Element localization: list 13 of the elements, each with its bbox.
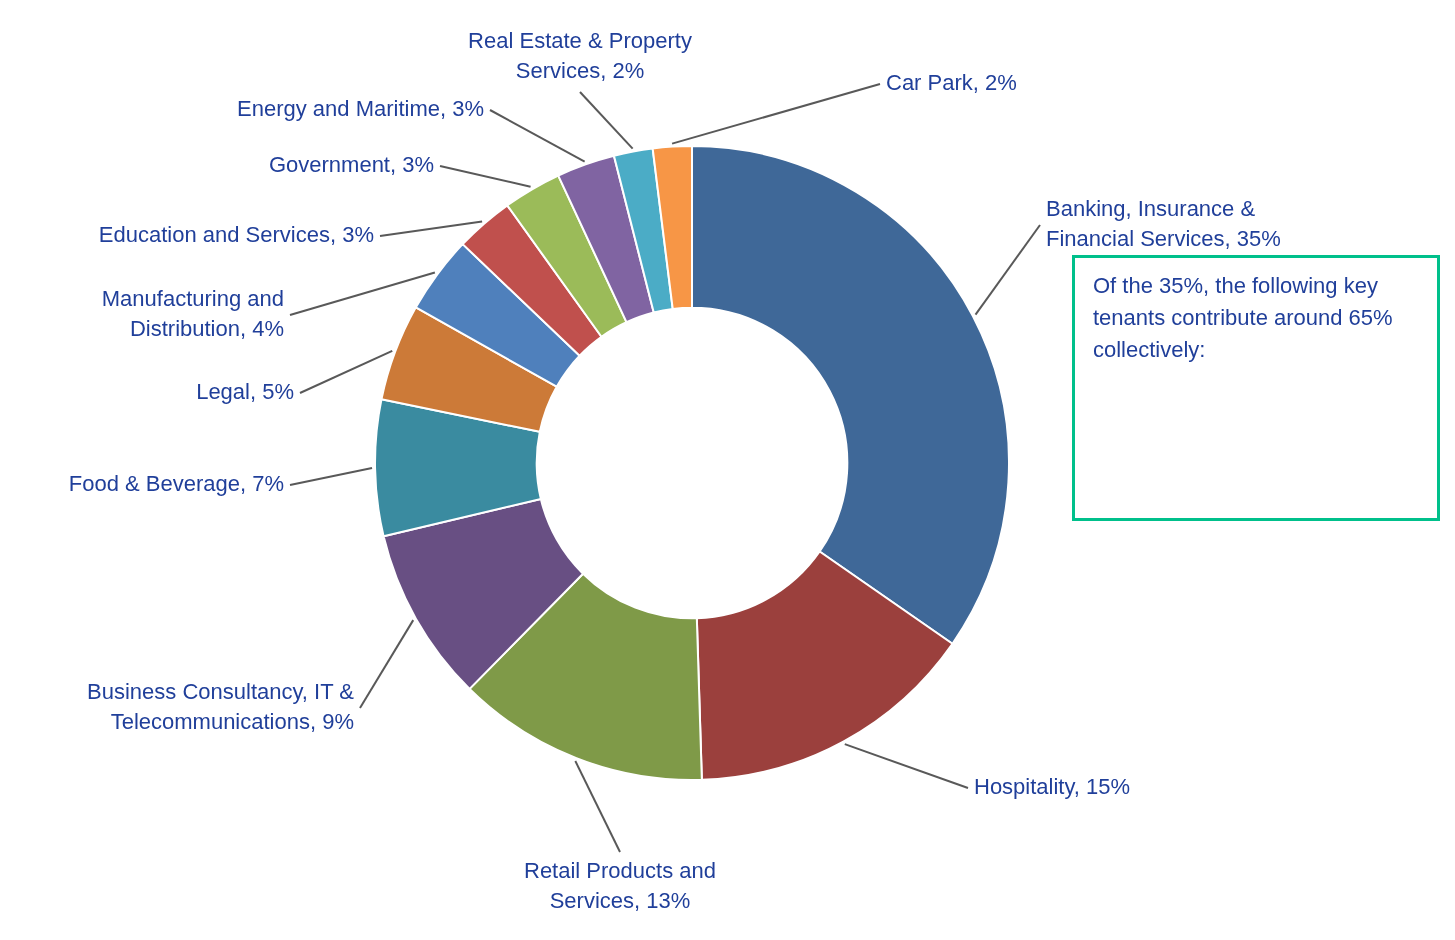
slice-label: Banking, Insurance & Financial Services, 35% [1046, 196, 1281, 252]
slice-label: Real Estate & Property Services, 2% [468, 28, 692, 84]
slice-label: Energy and Maritime, 3% [237, 96, 484, 122]
slice-label: Car Park, 2% [886, 70, 1017, 96]
slice-label: Education and Services, 3% [98, 222, 374, 248]
slice-label: Legal, 5% [196, 379, 294, 405]
slice-label: Business Consultancy, IT & Telecommunications, 9% [87, 679, 355, 735]
slice-label: Hospitality, 15% [974, 774, 1131, 800]
text: Of the 35%, the following key tenants contribute around 65% collectively: [1093, 272, 1394, 364]
slice-label: Government, 3% [268, 152, 434, 178]
slice-label: Food & Beverage, 7% [68, 471, 284, 497]
slice-label: Retail Products and Services, 13% [524, 858, 716, 914]
slice-label: Manufacturing and Distribution, 4% [101, 286, 284, 342]
